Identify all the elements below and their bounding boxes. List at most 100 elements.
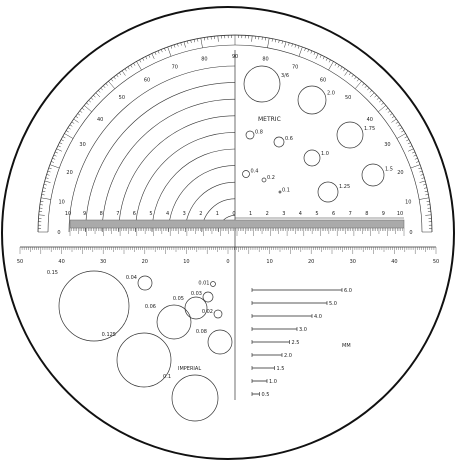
angle-label: 40 bbox=[97, 117, 103, 123]
metric-circle bbox=[297, 85, 327, 115]
imperial-circle-label: 0.02 bbox=[202, 309, 213, 315]
degree-tick bbox=[66, 130, 69, 133]
degree-tick bbox=[49, 164, 60, 169]
degree-tick bbox=[187, 40, 189, 44]
arc-scale-label: 3 bbox=[183, 211, 186, 217]
degree-tick bbox=[133, 63, 136, 66]
angle-label: 0 bbox=[57, 230, 60, 236]
imperial-circle-label: 0.1 bbox=[163, 374, 171, 380]
imperial-circle bbox=[58, 270, 130, 342]
degree-tick bbox=[124, 68, 127, 72]
angle-label: 30 bbox=[384, 142, 390, 148]
arc-scale-label: 4 bbox=[299, 211, 302, 217]
imperial-circle-label: 0.05 bbox=[173, 296, 184, 302]
degree-tick bbox=[56, 148, 63, 152]
degree-tick bbox=[344, 70, 349, 76]
degree-tick bbox=[404, 136, 408, 139]
angle-label: 50 bbox=[345, 95, 351, 101]
angle-label: 20 bbox=[397, 170, 403, 176]
arc-scale-label: 0 bbox=[232, 211, 235, 217]
metric-circle-label: 2.0 bbox=[327, 90, 335, 96]
degree-tick bbox=[59, 142, 63, 145]
angle-label: 80 bbox=[262, 57, 268, 63]
degree-tick bbox=[64, 133, 74, 139]
degree-tick bbox=[420, 174, 424, 176]
degree-tick bbox=[343, 68, 346, 72]
metric-circle bbox=[261, 177, 267, 183]
degree-tick bbox=[369, 90, 373, 93]
degree-tick bbox=[328, 61, 334, 71]
arc-scale-label: 7 bbox=[349, 211, 352, 217]
angle-label: 80 bbox=[201, 57, 207, 63]
degree-tick bbox=[406, 139, 410, 142]
metric-circle-label: 1.25 bbox=[339, 184, 350, 190]
degree-tick bbox=[190, 39, 192, 44]
degree-tick bbox=[381, 102, 384, 105]
ruler-bottom-label: 40 bbox=[58, 259, 64, 265]
degree-tick bbox=[127, 66, 130, 70]
degree-tick bbox=[53, 154, 57, 157]
arc-scale-label: 7 bbox=[116, 211, 119, 217]
degree-tick bbox=[136, 61, 142, 71]
degree-tick bbox=[288, 42, 290, 46]
degree-tick bbox=[251, 35, 253, 42]
degree-tick bbox=[424, 190, 428, 192]
degree-tick bbox=[379, 99, 382, 103]
mm-bar-label: 5.0 bbox=[329, 301, 337, 307]
mm-bar-label: 1.5 bbox=[277, 366, 285, 372]
ruler-bottom-label: 50 bbox=[17, 259, 23, 265]
imperial-title: IMPERIAL bbox=[178, 366, 201, 372]
arc-scale-label: 8 bbox=[365, 211, 368, 217]
arc-scale-label: 1 bbox=[216, 211, 219, 217]
degree-tick bbox=[69, 124, 73, 127]
metric-circle-label: 0.2 bbox=[267, 175, 275, 181]
degree-tick bbox=[88, 99, 91, 103]
degree-tick bbox=[93, 94, 96, 98]
imperial-circle bbox=[210, 281, 216, 287]
angle-label: 60 bbox=[144, 78, 150, 84]
degree-tick bbox=[73, 118, 79, 123]
degree-tick bbox=[284, 41, 287, 48]
metric-circle bbox=[273, 136, 285, 148]
degree-tick bbox=[197, 38, 199, 42]
degree-tick bbox=[348, 72, 351, 76]
metric-circle-label: 0.4 bbox=[251, 169, 259, 175]
quarter-arc bbox=[151, 148, 236, 233]
ruler-bottom-label: 30 bbox=[350, 259, 356, 265]
degree-tick bbox=[105, 83, 108, 86]
degree-tick bbox=[108, 80, 115, 89]
degree-tick bbox=[48, 167, 52, 170]
degree-tick bbox=[193, 39, 195, 43]
degree-tick bbox=[145, 56, 148, 60]
metric-circle bbox=[336, 121, 364, 149]
degree-tick bbox=[351, 74, 354, 78]
degree-tick bbox=[291, 43, 293, 47]
degree-tick bbox=[102, 85, 106, 88]
ruler-gray-band bbox=[69, 219, 405, 229]
metric-circle-label: 0.6 bbox=[285, 136, 293, 142]
degree-tick bbox=[79, 110, 83, 113]
degree-tick bbox=[95, 92, 101, 98]
degree-tick bbox=[170, 45, 173, 49]
degree-tick bbox=[315, 53, 319, 60]
degree-tick bbox=[154, 51, 157, 55]
imperial-circle bbox=[202, 291, 214, 303]
lens-outline bbox=[1, 6, 455, 460]
degree-tick bbox=[57, 145, 61, 148]
degree-tick bbox=[419, 180, 426, 183]
degree-tick bbox=[41, 194, 45, 196]
degree-tick bbox=[183, 41, 186, 48]
ruler-bottom-label: 20 bbox=[308, 259, 314, 265]
degree-tick bbox=[119, 72, 122, 76]
degree-tick bbox=[334, 63, 337, 66]
arc-scale-label: 10 bbox=[397, 211, 403, 217]
imperial-circle bbox=[213, 309, 223, 319]
metric-circle bbox=[245, 130, 255, 140]
imperial-circle-label: 0.125 bbox=[102, 332, 116, 338]
degree-tick bbox=[355, 80, 362, 89]
imperial-circles: 0.15 0.125 0.1 0.08 0.06 0.05 0.04 0.03 0.02 0.01 bbox=[47, 270, 233, 422]
degree-tick bbox=[362, 83, 365, 86]
degree-tick bbox=[157, 50, 160, 54]
degree-tick bbox=[369, 92, 375, 98]
